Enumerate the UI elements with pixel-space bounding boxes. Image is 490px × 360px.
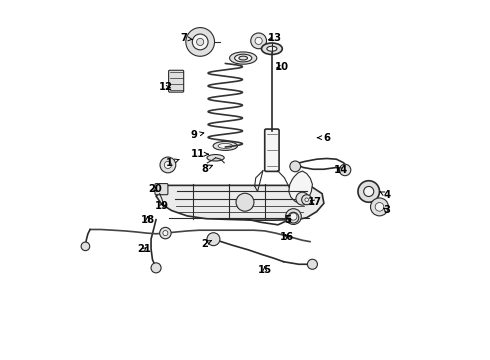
Circle shape [296, 192, 309, 205]
Circle shape [192, 34, 208, 50]
Text: 15: 15 [258, 265, 272, 275]
Circle shape [288, 212, 299, 223]
Ellipse shape [207, 154, 224, 161]
Circle shape [81, 242, 90, 251]
FancyBboxPatch shape [265, 129, 279, 171]
Text: 18: 18 [141, 215, 154, 225]
Ellipse shape [239, 56, 247, 60]
Circle shape [375, 203, 384, 211]
Circle shape [307, 259, 318, 269]
Text: 4: 4 [380, 190, 390, 200]
Circle shape [364, 186, 374, 197]
Text: 5: 5 [285, 215, 292, 225]
Text: 3: 3 [383, 206, 390, 216]
Circle shape [160, 227, 171, 239]
Text: 21: 21 [138, 244, 151, 254]
Circle shape [164, 161, 171, 168]
Circle shape [290, 161, 300, 172]
Text: 12: 12 [159, 82, 173, 93]
Text: 9: 9 [191, 130, 204, 140]
FancyBboxPatch shape [169, 70, 184, 92]
Polygon shape [156, 185, 324, 220]
Ellipse shape [230, 52, 257, 64]
Text: 6: 6 [318, 133, 330, 143]
Circle shape [286, 209, 301, 225]
Circle shape [290, 213, 297, 220]
Circle shape [236, 193, 254, 211]
Text: 7: 7 [180, 33, 193, 43]
FancyBboxPatch shape [155, 184, 168, 195]
Ellipse shape [267, 46, 277, 51]
Text: 17: 17 [308, 197, 322, 207]
Circle shape [358, 181, 379, 202]
Text: 14: 14 [334, 165, 348, 175]
Circle shape [339, 164, 351, 176]
Text: 19: 19 [155, 201, 169, 211]
Circle shape [207, 233, 220, 246]
Text: 20: 20 [148, 184, 162, 194]
Text: 2: 2 [201, 239, 211, 249]
Polygon shape [289, 171, 313, 203]
Circle shape [196, 39, 204, 45]
Circle shape [302, 195, 312, 205]
Text: 11: 11 [191, 149, 208, 159]
Text: 8: 8 [201, 163, 213, 174]
Text: 1: 1 [166, 158, 179, 168]
Circle shape [151, 263, 161, 273]
Text: 16: 16 [280, 232, 294, 242]
Ellipse shape [218, 143, 232, 148]
Circle shape [305, 198, 309, 202]
Circle shape [163, 230, 168, 235]
Circle shape [255, 37, 262, 44]
Ellipse shape [213, 141, 238, 150]
Ellipse shape [235, 54, 252, 62]
Circle shape [251, 33, 267, 49]
Text: 13: 13 [268, 33, 281, 43]
Ellipse shape [262, 43, 282, 54]
Circle shape [186, 28, 215, 56]
Text: 10: 10 [274, 62, 289, 72]
Circle shape [160, 157, 176, 173]
Circle shape [370, 198, 389, 216]
